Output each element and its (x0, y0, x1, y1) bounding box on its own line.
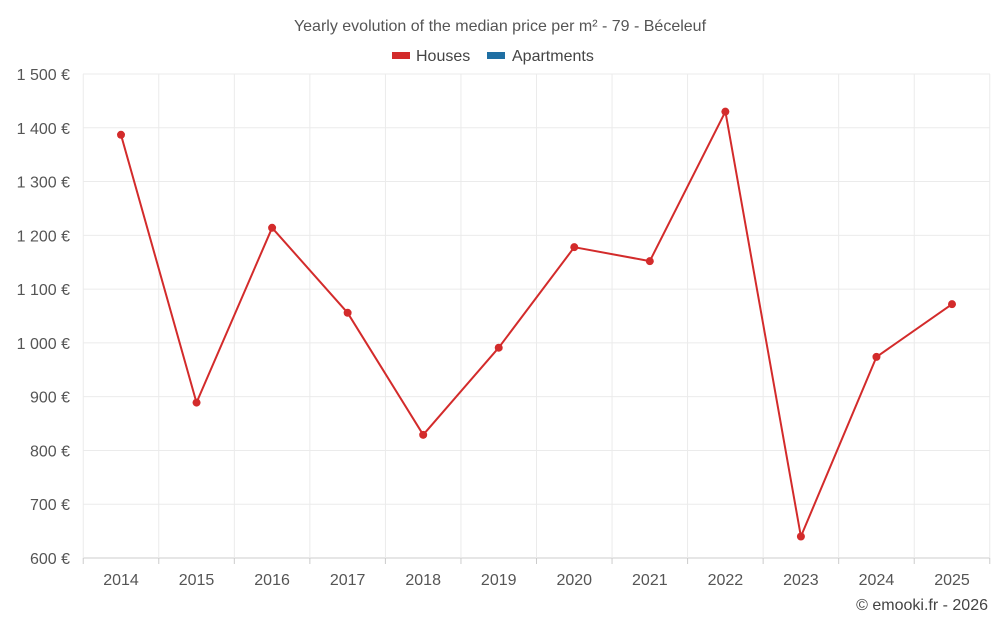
grid-layer (82, 73, 991, 559)
legend: Houses Apartments (392, 48, 594, 65)
data-point[interactable] (570, 243, 579, 252)
credit-text: © emooki.fr - 2026 (856, 597, 988, 614)
data-point[interactable] (192, 398, 201, 407)
y-tick-label: 600 € (30, 551, 70, 568)
legend-label-houses[interactable]: Houses (416, 48, 470, 65)
series-layer (117, 107, 956, 541)
y-tick-label: 1 500 € (17, 67, 70, 84)
y-tick-label: 1 400 € (17, 121, 70, 138)
data-point[interactable] (343, 308, 352, 317)
x-tick-label: 2017 (330, 572, 366, 589)
data-point[interactable] (645, 257, 654, 266)
data-point[interactable] (268, 223, 277, 232)
data-point[interactable] (721, 107, 730, 116)
y-tick-label: 1 000 € (17, 336, 70, 353)
x-tick-label: 2016 (254, 572, 290, 589)
x-tick-label: 2019 (481, 572, 517, 589)
x-tick-label: 2024 (859, 572, 895, 589)
legend-swatch-apartments (487, 52, 505, 59)
y-tick-label: 700 € (30, 497, 70, 514)
axis-layer: 600 € 700 € 800 € 900 € 1 000 € 1 100 € 1 200 … (17, 67, 991, 589)
data-point[interactable] (872, 352, 881, 361)
x-tick-label: 2023 (783, 572, 819, 589)
data-point[interactable] (948, 300, 956, 309)
data-point[interactable] (796, 532, 805, 541)
data-point[interactable] (419, 430, 428, 439)
data-point[interactable] (494, 343, 503, 352)
data-point[interactable] (117, 130, 125, 139)
chart-title: Yearly evolution of the median price per… (294, 18, 707, 35)
x-tick-label: 2021 (632, 572, 668, 589)
y-tick-label: 800 € (30, 443, 70, 460)
x-tick-label: 2025 (934, 572, 970, 589)
y-tick-label: 1 100 € (17, 282, 70, 299)
x-tick-label: 2020 (556, 572, 592, 589)
legend-label-apartments[interactable]: Apartments (512, 48, 594, 65)
x-tick-label: 2018 (405, 572, 441, 589)
x-tick-label: 2014 (103, 572, 139, 589)
y-tick-label: 1 300 € (17, 175, 70, 192)
x-tick-label: 2022 (708, 572, 744, 589)
y-tick-label: 900 € (30, 390, 70, 407)
legend-swatch-houses (392, 52, 410, 59)
series-line-houses (120, 110, 953, 538)
x-tick-label: 2015 (179, 572, 215, 589)
y-tick-label: 1 200 € (17, 228, 70, 245)
